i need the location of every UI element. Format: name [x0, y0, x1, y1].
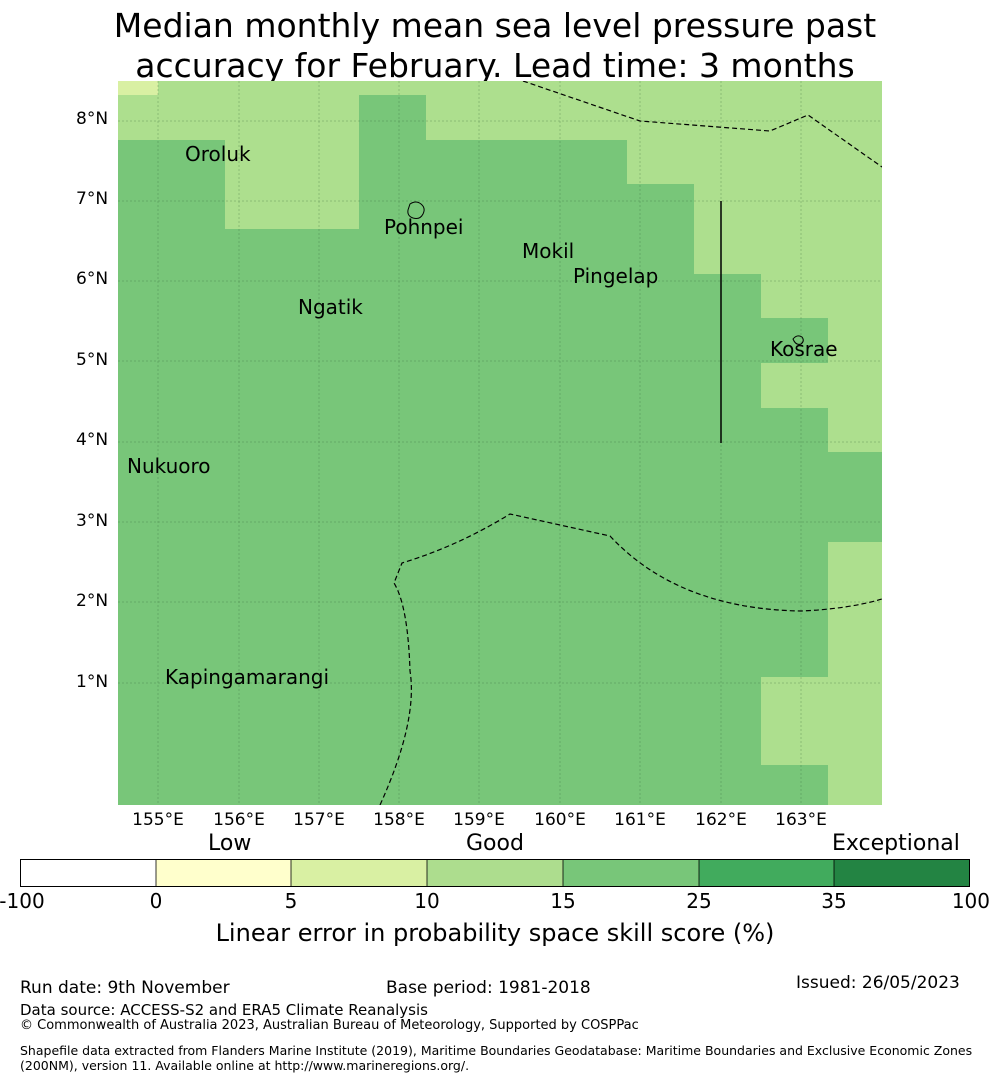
colorbar-tick: 0: [149, 889, 163, 913]
colorbar: [20, 859, 970, 887]
lon-tick: 156°E: [213, 810, 265, 830]
colorbar-tick: 15: [550, 889, 576, 913]
category-good: Good: [466, 831, 524, 856]
skill-map: [118, 81, 882, 805]
colorbar-tick: -100: [0, 889, 45, 913]
category-low: Low: [208, 831, 252, 856]
shapefile-credit-2: (200NM), version 11. Available online at…: [20, 1058, 470, 1073]
cell-pale: [118, 81, 158, 95]
lat-tick: 8°N: [76, 109, 109, 129]
cell-light: [828, 318, 882, 363]
colorbar-segment: [20, 859, 156, 887]
colorbar-tick: 35: [821, 889, 847, 913]
cell-mid: [359, 95, 426, 140]
pohnpei-island: [407, 201, 425, 219]
colorbar-segment: [156, 859, 291, 887]
colorbar-segment: [563, 859, 699, 887]
place-label: Pohnpei: [384, 215, 464, 239]
place-label: Pingelap: [573, 264, 659, 288]
colorbar-tick: 100: [951, 889, 990, 913]
cell-light: [359, 81, 426, 95]
cell-light: [761, 274, 882, 318]
lon-tick: 158°E: [373, 810, 425, 830]
data-source: Data source: ACCESS-S2 and ERA5 Climate …: [20, 1001, 428, 1019]
eez-boundaries: [379, 81, 882, 805]
place-label: Kapingamarangi: [165, 665, 330, 689]
colorbar-tick: 10: [414, 889, 440, 913]
cell-light: [828, 542, 882, 677]
title-line-2: accuracy for February. Lead time: 3 mont…: [135, 46, 855, 85]
graticule: [118, 81, 882, 805]
lon-tick: 160°E: [534, 810, 586, 830]
lon-tick: 155°E: [132, 810, 184, 830]
lat-tick: 2°N: [76, 591, 109, 611]
place-label: Ngatik: [298, 295, 363, 319]
issued-date: Issued: 26/05/2023: [796, 973, 960, 993]
copyright: © Commonwealth of Australia 2023, Austra…: [20, 1018, 639, 1033]
lat-tick: 6°N: [76, 269, 109, 289]
place-label: Mokil: [522, 239, 575, 263]
lon-tick: 157°E: [293, 810, 345, 830]
cell-light: [828, 408, 882, 452]
lon-tick: 159°E: [453, 810, 505, 830]
lon-tick: 163°E: [775, 810, 827, 830]
kosrae-island: [792, 335, 804, 345]
title-line-1: Median monthly mean sea level pressure p…: [113, 6, 877, 45]
cell-light: [828, 765, 882, 805]
cell-light: [694, 184, 882, 274]
colorbar-segment: [291, 859, 427, 887]
colorbar-segment: [834, 859, 970, 887]
cell-light: [426, 81, 882, 140]
map-title: Median monthly mean sea level pressure p…: [0, 6, 990, 86]
skill-grid: [118, 81, 882, 805]
run-date: Run date: 9th November: [20, 978, 230, 998]
islands: [407, 201, 804, 345]
place-label: Oroluk: [185, 142, 251, 166]
category-exceptional: Exceptional: [832, 831, 960, 856]
colorbar-label: Linear error in probability space skill …: [215, 919, 775, 947]
lon-tick: 161°E: [614, 810, 666, 830]
cell-light: [225, 140, 359, 229]
lat-tick: 3°N: [76, 511, 109, 531]
lat-tick: 1°N: [76, 672, 109, 692]
lon-tick: 162°E: [695, 810, 747, 830]
lat-tick: 5°N: [76, 350, 109, 370]
cell-light: [761, 363, 882, 408]
shapefile-credit-1: Shapefile data extracted from Flanders M…: [20, 1043, 973, 1058]
colorbar-segment: [699, 859, 834, 887]
place-label: Kosrae: [770, 337, 838, 361]
colorbar-tick: 5: [284, 889, 298, 913]
lat-tick: 7°N: [76, 189, 109, 209]
cell-light: [761, 677, 882, 765]
cell-light: [627, 140, 882, 184]
lat-tick: 4°N: [76, 430, 109, 450]
colorbar-tick: 25: [686, 889, 712, 913]
place-label: Nukuoro: [127, 454, 211, 478]
base-period: Base period: 1981-2018: [386, 978, 591, 998]
colorbar-segment: [427, 859, 563, 887]
